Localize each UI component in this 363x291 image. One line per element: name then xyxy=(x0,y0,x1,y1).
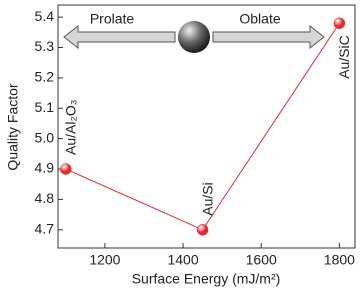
point-label: Au/Al₂O₃ xyxy=(63,100,79,156)
y-tick-label: 5.0 xyxy=(35,129,55,145)
y-tick-label: 4.9 xyxy=(35,160,55,176)
point xyxy=(333,17,346,29)
annotation: Prolate xyxy=(90,11,135,27)
annotation: Oblate xyxy=(239,11,280,27)
x-tick-label: 1800 xyxy=(324,252,355,268)
plot-frame xyxy=(57,4,356,249)
point xyxy=(60,163,72,175)
y-tick-label: 4.8 xyxy=(35,190,55,206)
sphere-icon xyxy=(178,21,210,53)
y-tick-label: 5.4 xyxy=(35,8,55,24)
point xyxy=(196,224,209,236)
y-tick-label: 5.1 xyxy=(35,99,55,115)
point-label: Au/SiC xyxy=(336,35,352,79)
y-tick-label: 4.7 xyxy=(35,220,55,236)
x-tick-label: 1400 xyxy=(167,252,198,268)
x-axis-label: Surface Energy (mJ/m²) xyxy=(132,271,281,287)
oblate-arrow xyxy=(212,24,325,50)
x-tick-label: 1200 xyxy=(89,252,120,268)
y-tick-label: 5.2 xyxy=(35,69,55,85)
x-tick-label: 1600 xyxy=(246,252,277,268)
y-axis-label: Quality Factor xyxy=(5,83,21,170)
point-label: Au/Si xyxy=(199,182,215,215)
prolate-arrow xyxy=(63,24,176,50)
y-tick-label: 5.3 xyxy=(35,38,55,54)
